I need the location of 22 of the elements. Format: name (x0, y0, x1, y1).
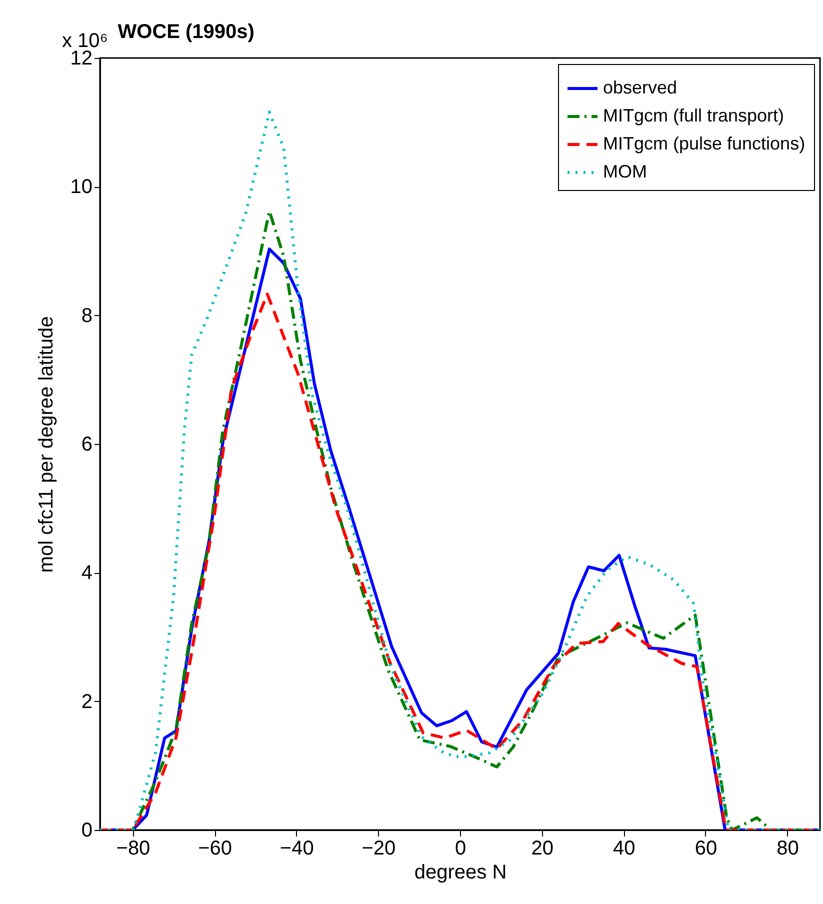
chart-title: WOCE (1990s) (118, 21, 254, 43)
legend-label: observed (603, 78, 678, 98)
x-tick-label: −40 (280, 838, 314, 860)
legend-label: MOM (603, 162, 647, 182)
legend-label: MITgcm (full transport) (603, 106, 784, 126)
y-tick-label: 8 (81, 304, 92, 327)
y-tick-label: 6 (81, 434, 92, 456)
x-tick-label: 20 (531, 838, 554, 860)
y-tick-label: 4 (81, 562, 92, 584)
y-tick-label: 2 (81, 690, 92, 713)
x-tick-label: 80 (776, 838, 799, 860)
x-tick-label: 40 (613, 838, 636, 860)
y-axis-title: mol cfc11 per degree latitude (35, 316, 58, 573)
x-tick-label: −20 (362, 838, 396, 860)
x-tick-label: −80 (116, 838, 150, 860)
x-tick-label: 60 (694, 838, 718, 860)
x-tick-label: −60 (198, 838, 232, 860)
legend-label: MITgcm (pulse functions) (603, 134, 806, 154)
y-tick-label: 10 (70, 176, 92, 198)
x-axis-title: degrees N (414, 862, 507, 884)
x-tick-label: 0 (454, 838, 466, 860)
y-tick-label: 0 (81, 820, 92, 842)
